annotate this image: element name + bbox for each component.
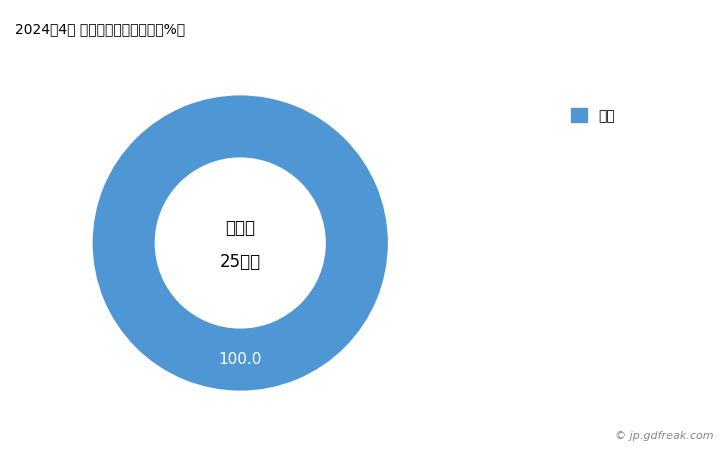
Wedge shape xyxy=(92,95,388,391)
Legend: 英国: 英国 xyxy=(565,102,621,128)
Text: 100.0: 100.0 xyxy=(218,352,262,367)
Text: © jp.gdfreak.com: © jp.gdfreak.com xyxy=(615,431,713,441)
Text: 総　額: 総 額 xyxy=(225,219,256,237)
Text: 2024年4月 輸出相手国のシェア（%）: 2024年4月 輸出相手国のシェア（%） xyxy=(15,22,185,36)
Text: 25万円: 25万円 xyxy=(220,253,261,271)
